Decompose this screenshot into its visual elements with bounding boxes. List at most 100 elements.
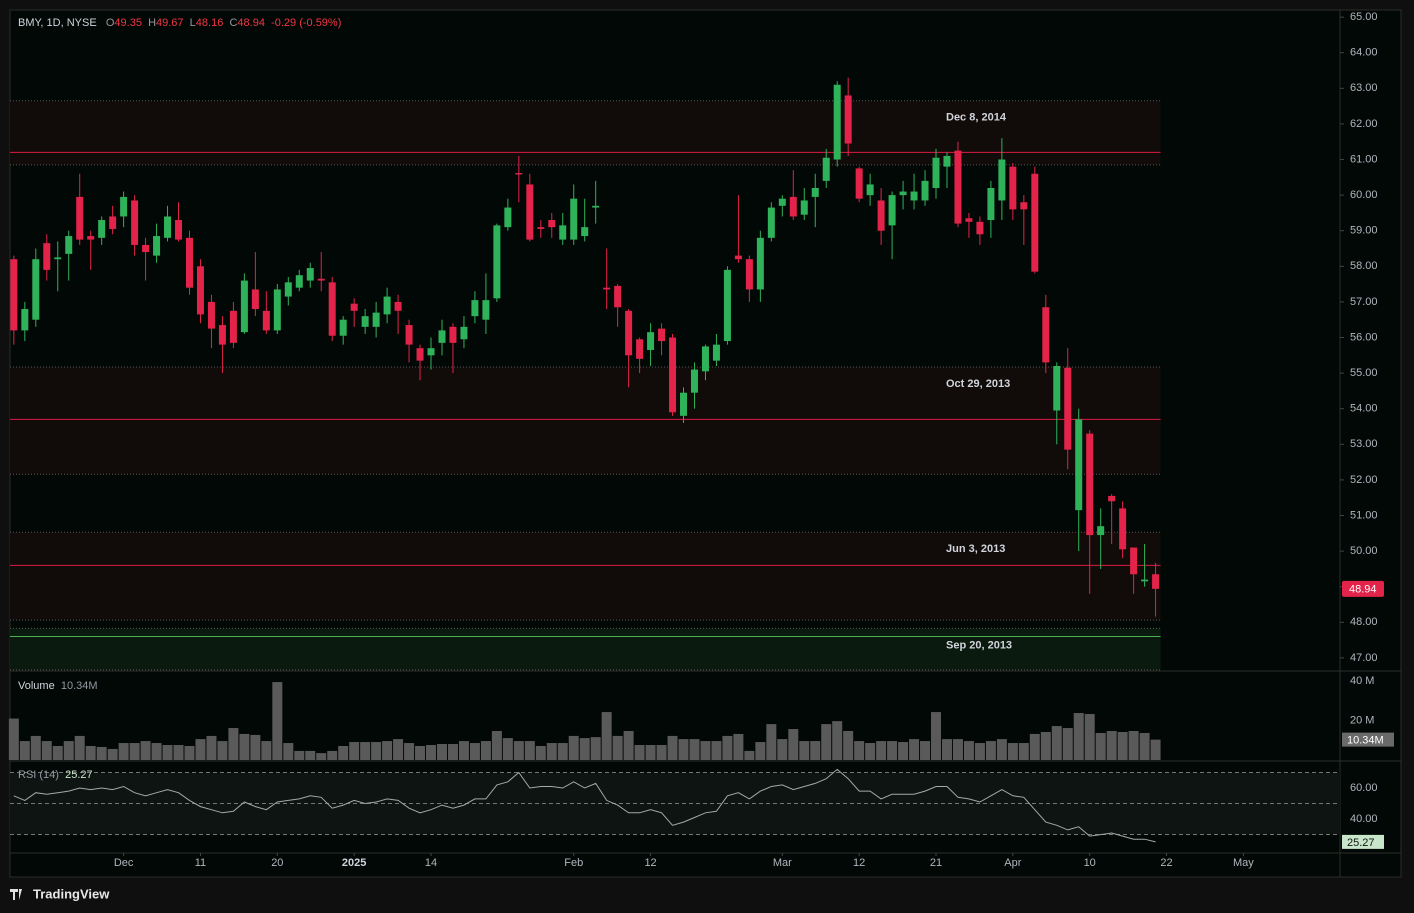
candle-body <box>218 325 226 345</box>
candle-body <box>701 346 709 372</box>
y-tick-label: 51.00 <box>1350 509 1378 521</box>
x-tick-label: Mar <box>773 857 792 869</box>
candle-body <box>1097 526 1105 536</box>
y-tick-label: 60.00 <box>1350 189 1378 201</box>
ohlc-value: 49.67 <box>156 17 184 29</box>
volume-bar <box>217 741 228 760</box>
volume-last: 10.34M <box>60 680 98 692</box>
y-tick-label: 59.00 <box>1350 225 1378 237</box>
zone <box>10 100 1161 165</box>
candle-body <box>240 280 248 333</box>
candle-body <box>570 198 578 240</box>
volume-bar <box>744 750 755 760</box>
candle-body <box>526 184 534 240</box>
volume-bar <box>700 741 711 760</box>
candle-body <box>1141 579 1149 582</box>
candle-body <box>1031 173 1039 272</box>
candle-body <box>1119 508 1127 550</box>
candle-body <box>65 236 73 254</box>
volume-bar <box>195 739 206 760</box>
volume-bar <box>63 741 74 760</box>
x-tick-label: 12 <box>853 857 865 869</box>
volume-bar <box>667 735 678 760</box>
candle-body <box>987 187 995 221</box>
candle-body <box>175 220 183 240</box>
zone-label: Jun 3, 2013 <box>946 543 1005 555</box>
candle-body <box>811 187 819 197</box>
candle-body <box>251 289 259 310</box>
candle-body <box>21 309 29 331</box>
x-tick-label: 10 <box>1084 857 1096 869</box>
candle-body <box>998 159 1006 201</box>
ohlc-value: 49.35 <box>114 17 142 29</box>
zone-label: Oct 29, 2013 <box>946 378 1010 390</box>
y-tick-label: 61.00 <box>1350 153 1378 165</box>
candle-body <box>131 200 139 245</box>
rsi-title: RSI (14) <box>18 769 59 781</box>
y-tick-label: 40 M <box>1350 675 1374 687</box>
volume-bar <box>766 724 777 760</box>
volume-bar <box>151 743 162 760</box>
candle-body <box>306 268 314 281</box>
zone <box>10 532 1161 621</box>
y-tick-label: 55.00 <box>1350 367 1378 379</box>
volume-bar <box>85 745 96 760</box>
rsi-last: 25.27 <box>65 769 93 781</box>
volume-bar <box>228 728 239 760</box>
volume-bar <box>579 738 590 760</box>
candle-body <box>416 348 424 361</box>
volume-bar <box>821 724 832 760</box>
volume-bar <box>173 745 184 760</box>
volume-bar <box>843 730 854 760</box>
candle-body <box>614 285 622 308</box>
volume-bar <box>1007 743 1018 760</box>
y-tick-label: 62.00 <box>1350 118 1378 130</box>
candle-body <box>164 216 172 238</box>
volume-bar <box>206 735 217 760</box>
candle-body <box>789 196 797 217</box>
volume-bar <box>426 745 437 760</box>
candle-body <box>822 157 830 181</box>
ohlc-label: L <box>189 17 196 29</box>
candle-body <box>372 312 380 327</box>
volume-bar <box>612 735 623 760</box>
x-tick-label: 12 <box>644 857 656 869</box>
volume-header: Volume 10.34M <box>18 680 98 692</box>
candle-body <box>592 205 600 208</box>
volume-bar <box>832 721 843 760</box>
ohlc-value: 48.16 <box>195 17 224 29</box>
volume-bar <box>404 743 415 760</box>
y-tick-label: 48.00 <box>1350 616 1378 628</box>
candle-body <box>482 300 490 320</box>
candle-body <box>658 328 666 342</box>
volume-bar <box>140 741 151 760</box>
volume-bar <box>909 739 920 760</box>
candle-body <box>1075 419 1083 511</box>
volume-bar <box>941 739 952 760</box>
volume-bar <box>1084 714 1095 760</box>
candle-body <box>262 310 270 331</box>
volume-bar <box>557 743 568 760</box>
zone-label: Sep 20, 2013 <box>946 639 1012 651</box>
candle-body <box>690 369 698 393</box>
candle-body <box>844 95 852 144</box>
last-rsi-label: 25.27 <box>1347 837 1375 849</box>
volume-bar <box>963 741 974 760</box>
candle-body <box>559 225 567 240</box>
candle-body <box>712 344 720 361</box>
brand: TradingView <box>33 886 110 901</box>
volume-bar <box>184 745 195 760</box>
volume-bar <box>129 743 140 760</box>
volume-bar <box>656 745 667 760</box>
volume-bar <box>645 745 656 760</box>
volume-bar <box>952 739 963 760</box>
candle-body <box>405 325 413 345</box>
y-tick-label: 56.00 <box>1350 331 1378 343</box>
volume-bar <box>590 737 601 760</box>
y-tick-label: 65.00 <box>1350 11 1378 23</box>
candle-body <box>965 218 973 222</box>
volume-bar <box>799 741 810 760</box>
volume-bar <box>887 741 898 760</box>
candle-body <box>109 216 117 229</box>
